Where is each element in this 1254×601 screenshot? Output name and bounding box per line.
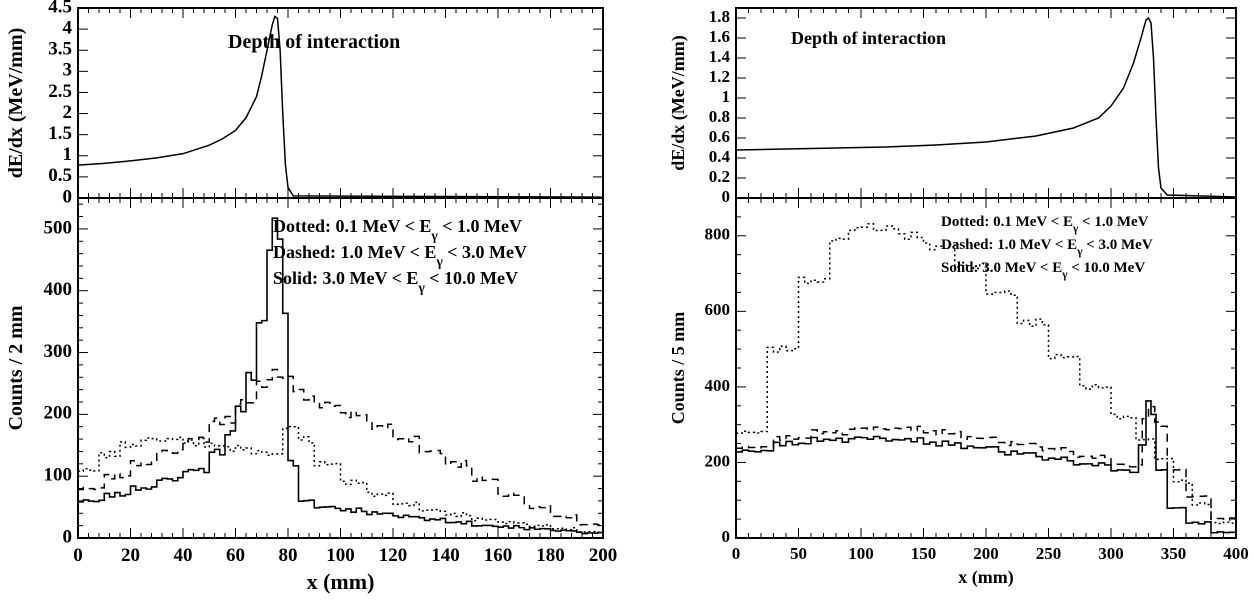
right-top-panel: 00.20.40.60.811.21.41.61.8 dE/dx (MeV/mm)… — [668, 7, 1236, 206]
hist-dashed — [736, 407, 1236, 521]
x-tick-label: 300 — [1098, 544, 1124, 563]
y-tick-label: 0.5 — [48, 165, 72, 186]
x-axis-label: x (mm) — [307, 569, 375, 594]
y-tick-label: 0 — [722, 527, 731, 546]
x-tick-label: 60 — [226, 545, 245, 566]
x-tick-label: 400 — [1223, 544, 1249, 563]
x-tick-label: 50 — [790, 544, 807, 563]
y-tick-label: 300 — [44, 341, 73, 362]
x-tick-label: 160 — [484, 545, 513, 566]
y-tick-label: 1 — [722, 87, 731, 106]
y-tick-label: 600 — [705, 300, 731, 319]
y-tick-label: 0 — [722, 187, 731, 206]
legend-entry: Solid: 3.0 MeV < Eγ < 10.0 MeV — [273, 268, 518, 295]
x-tick-label: 250 — [1036, 544, 1062, 563]
x-tick-label: 20 — [121, 545, 140, 566]
y-tick-label: 500 — [44, 217, 73, 238]
legend-entry: Dashed: 1.0 MeV < Eγ < 3.0 MeV — [273, 242, 527, 269]
x-tick-label: 100 — [326, 545, 355, 566]
panel-title: Depth of interaction — [228, 31, 400, 53]
hist-solid — [736, 401, 1236, 533]
x-axis-label: x (mm) — [958, 567, 1013, 588]
y-tick-label: 200 — [705, 451, 731, 470]
y-axis-label: dE/dx (MeV/mm) — [668, 35, 689, 170]
x-tick-label: 100 — [848, 544, 874, 563]
legend-entry: Solid: 3.0 MeV < Eγ < 10.0 MeV — [941, 260, 1145, 281]
figure-svg: 00.511.522.533.544.5dE/dx (MeV/mm)Depth … — [0, 0, 1254, 601]
x-tick-label: 80 — [279, 545, 298, 566]
y-tick-label: 0 — [63, 186, 73, 207]
left-top-panel: 00.511.522.533.544.5 dE/dx (MeV/mm) Depth … — [5, 0, 603, 207]
x-tick-label: 40 — [174, 545, 193, 566]
x-tick-label: 200 — [973, 544, 999, 563]
hist-dashed — [78, 369, 603, 525]
x-tick-label: 150 — [911, 544, 937, 563]
y-tick-label: 0.6 — [709, 127, 730, 146]
y-tick-label: 400 — [705, 376, 731, 395]
y-tick-label: 1 — [63, 144, 73, 165]
x-tick-label: 180 — [536, 545, 565, 566]
x-tick-label: 0 — [732, 544, 741, 563]
y-tick-label: 1.8 — [709, 7, 730, 26]
y-tick-label: 1.6 — [709, 27, 730, 46]
y-axis-label: Counts / 5 mm — [668, 312, 688, 425]
legend-entry: Dashed: 1.0 MeV < Eγ < 3.0 MeV — [941, 237, 1153, 258]
y-tick-label: 0.2 — [709, 167, 730, 186]
y-tick-label: 100 — [44, 465, 73, 486]
left-bottom-panel: 0 20 40 60 80 100 120 140 160 180 200 0 100 200 300 400… — [5, 198, 617, 594]
y-tick-label: 3 — [63, 60, 73, 81]
y-tick-label: 0.8 — [709, 107, 730, 126]
x-tick-label: 0 — [73, 545, 83, 566]
legend-entry: Dotted: 0.1 MeV < Eγ < 1.0 MeV — [273, 216, 522, 243]
x-tick-label: 120 — [379, 545, 408, 566]
panel-title: Depth of interaction — [791, 28, 946, 48]
y-tick-label: 1.2 — [709, 67, 730, 86]
y-axis-label: dE/dx (MeV/mm) — [5, 28, 27, 179]
x-tick-label: 140 — [431, 545, 460, 566]
y-tick-label: 0.4 — [709, 147, 731, 166]
y-tick-label: 4.5 — [48, 0, 72, 17]
y-tick-label: 1.4 — [709, 47, 731, 66]
y-tick-label: 2.5 — [48, 81, 72, 102]
y-tick-label: 3.5 — [48, 39, 72, 60]
legend-entry: Dotted: 0.1 MeV < Eγ < 1.0 MeV — [941, 214, 1149, 235]
right-bottom-panel: 0 50 100 150 200 250 300 350 400 0 200 400 600 800 Cou… — [668, 198, 1249, 588]
y-tick-label: 400 — [44, 279, 73, 300]
y-tick-label: 1.5 — [48, 123, 72, 144]
hist-solid — [78, 218, 603, 533]
y-tick-label: 200 — [44, 403, 73, 424]
x-tick-label: 350 — [1161, 544, 1187, 563]
y-tick-label: 800 — [705, 225, 731, 244]
x-tick-label: 200 — [589, 545, 618, 566]
y-tick-label: 2 — [63, 102, 73, 123]
figure-container: 00.511.522.533.544.5dE/dx (MeV/mm)Depth … — [0, 0, 1254, 601]
y-axis-label: Counts / 2 mm — [5, 305, 27, 430]
y-tick-label: 0 — [63, 526, 73, 547]
y-tick-label: 4 — [63, 17, 73, 38]
